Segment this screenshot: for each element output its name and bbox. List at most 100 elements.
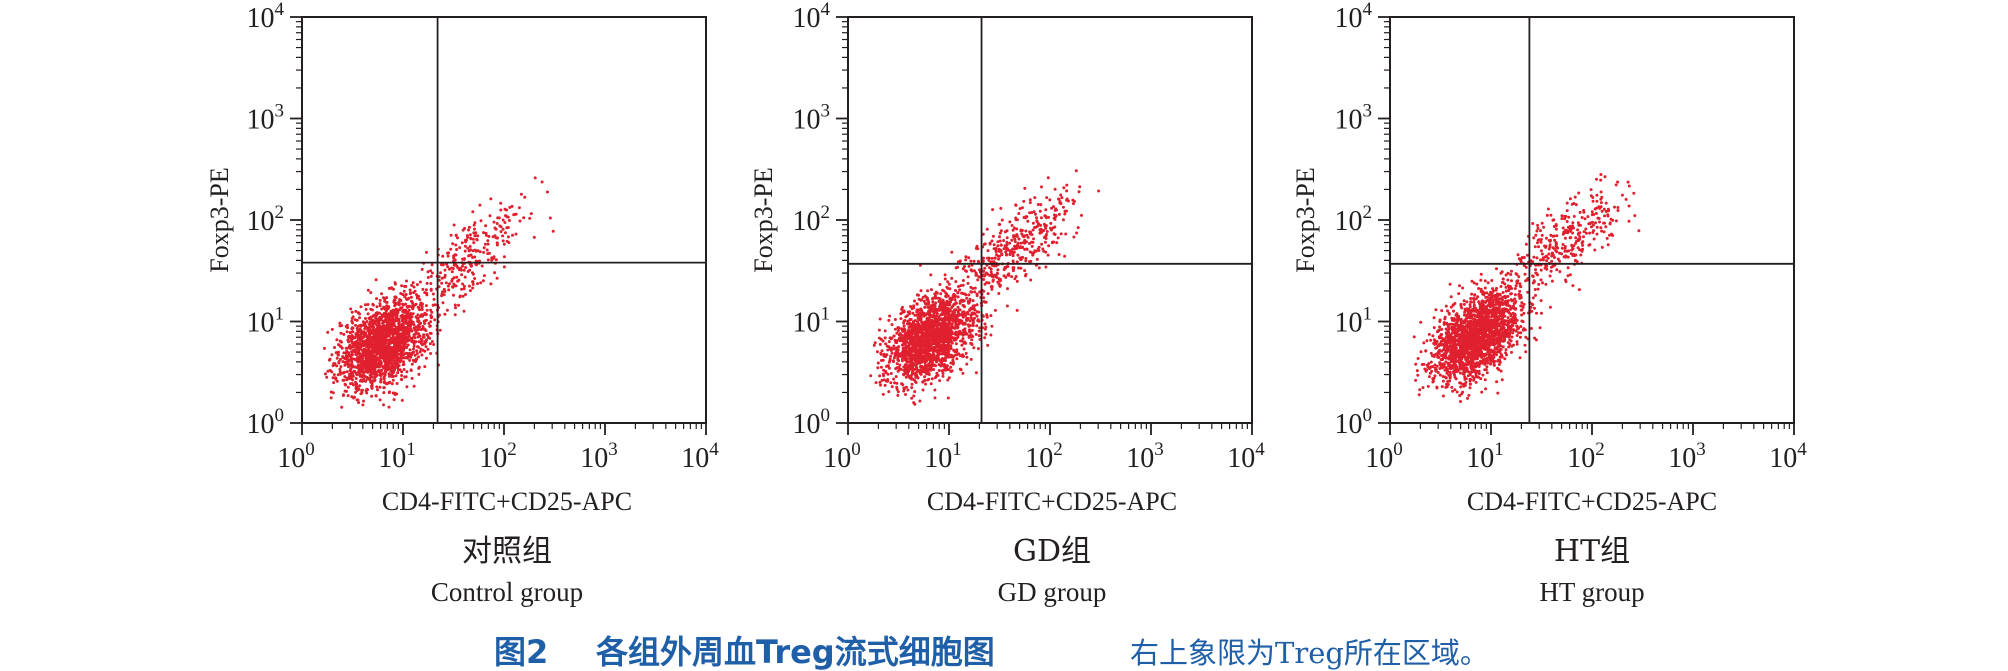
scatter-point bbox=[974, 272, 978, 276]
scatter-point bbox=[548, 216, 552, 220]
scatter-point bbox=[461, 294, 465, 298]
scatter-point bbox=[384, 348, 388, 352]
scatter-point bbox=[348, 331, 352, 335]
scatter-point bbox=[337, 343, 340, 347]
scatter-point bbox=[428, 324, 432, 328]
scatter-point bbox=[882, 354, 886, 358]
scatter-point bbox=[408, 288, 412, 292]
scatter-point bbox=[449, 233, 453, 237]
scatter-point bbox=[387, 405, 391, 409]
scatter-point bbox=[389, 369, 393, 373]
scatter-point bbox=[339, 357, 342, 361]
scatter-point bbox=[910, 396, 914, 400]
scatter-point bbox=[977, 329, 981, 333]
scatter-point bbox=[983, 282, 987, 286]
scatter-point bbox=[1003, 244, 1007, 248]
scatter-point bbox=[452, 255, 456, 259]
scatter-point bbox=[390, 341, 394, 345]
scatter-point bbox=[392, 323, 396, 327]
scatter-point bbox=[1431, 334, 1435, 338]
scatter-point bbox=[502, 265, 506, 269]
scatter-point bbox=[443, 275, 447, 279]
scatter-point bbox=[428, 331, 432, 335]
scatter-point bbox=[1044, 208, 1048, 212]
scatter-point bbox=[373, 331, 376, 334]
scatter-point bbox=[410, 336, 414, 340]
scatter-point bbox=[879, 351, 883, 355]
scatter-point bbox=[883, 383, 887, 387]
scatter-point bbox=[364, 317, 367, 320]
scatter-point bbox=[1000, 253, 1004, 257]
scatter-point bbox=[370, 394, 374, 398]
scatter-point bbox=[426, 276, 430, 279]
scatter-point bbox=[464, 266, 468, 269]
scatter-point bbox=[407, 333, 411, 337]
scatter-point bbox=[371, 323, 375, 327]
scatter-point bbox=[989, 267, 993, 271]
scatter-point bbox=[904, 315, 908, 319]
scatter-point bbox=[956, 325, 960, 329]
scatter-point bbox=[417, 366, 421, 370]
scatter-point bbox=[482, 250, 486, 254]
scatter-point bbox=[403, 320, 406, 324]
scatter-point bbox=[990, 324, 994, 328]
scatter-point bbox=[383, 363, 387, 367]
scatter-point bbox=[1010, 224, 1014, 227]
scatter-point bbox=[463, 275, 467, 279]
scatter-point bbox=[400, 370, 404, 374]
scatter-point bbox=[895, 381, 899, 385]
scatter-point bbox=[1017, 266, 1021, 270]
scatter-point bbox=[342, 394, 345, 397]
scatter-point bbox=[1043, 240, 1047, 244]
scatter-point bbox=[472, 241, 476, 245]
scatter-point bbox=[398, 343, 402, 347]
scatter-point bbox=[400, 314, 404, 318]
scatter-point bbox=[961, 299, 965, 302]
scatter-point bbox=[927, 305, 931, 309]
scatter-point bbox=[329, 396, 333, 400]
scatter-point bbox=[414, 302, 418, 306]
scatter-point bbox=[1005, 229, 1009, 233]
scatter-point bbox=[889, 372, 893, 375]
scatter-point bbox=[972, 307, 976, 311]
scatter-point bbox=[433, 318, 437, 322]
scatter-point bbox=[1036, 203, 1040, 206]
scatter-point bbox=[493, 271, 497, 275]
x-axis-title: CD4-FITC+CD25-APC bbox=[382, 487, 632, 516]
scatter-point bbox=[383, 373, 387, 377]
scatter-point bbox=[481, 279, 485, 283]
scatter-point bbox=[411, 312, 415, 316]
scatter-point bbox=[362, 399, 365, 403]
scatter-point bbox=[471, 249, 475, 253]
scatter-point bbox=[911, 337, 915, 341]
scatter-point bbox=[909, 305, 913, 308]
scatter-point bbox=[409, 295, 413, 299]
scatter-point bbox=[354, 377, 358, 380]
scatter-point bbox=[1049, 221, 1053, 225]
scatter-point bbox=[998, 235, 1001, 239]
scatter-point bbox=[506, 235, 510, 239]
scatter-point bbox=[1010, 238, 1014, 242]
scatter-point bbox=[1005, 236, 1009, 240]
scatter-point bbox=[374, 278, 378, 282]
scatter-point bbox=[1026, 219, 1030, 223]
scatter-point bbox=[361, 373, 364, 377]
scatter-point bbox=[503, 221, 507, 224]
scatter-point bbox=[925, 358, 929, 362]
scatter-point bbox=[336, 353, 340, 357]
scatter-point bbox=[330, 370, 334, 374]
scatter-point bbox=[339, 365, 343, 369]
scatter-point bbox=[451, 267, 455, 270]
scatter-point bbox=[416, 345, 419, 349]
scatter-point bbox=[890, 351, 894, 355]
scatter-point bbox=[345, 330, 349, 334]
scatter-point bbox=[414, 331, 418, 335]
scatter-point bbox=[468, 233, 472, 237]
scatter-point bbox=[1040, 242, 1044, 246]
scatter-point bbox=[946, 280, 950, 284]
scatter-point bbox=[457, 278, 461, 282]
scatter-point bbox=[937, 344, 941, 348]
scatter-point bbox=[404, 351, 408, 355]
scatter-point bbox=[368, 328, 372, 332]
group-label-cn: 对照组 bbox=[462, 534, 552, 569]
